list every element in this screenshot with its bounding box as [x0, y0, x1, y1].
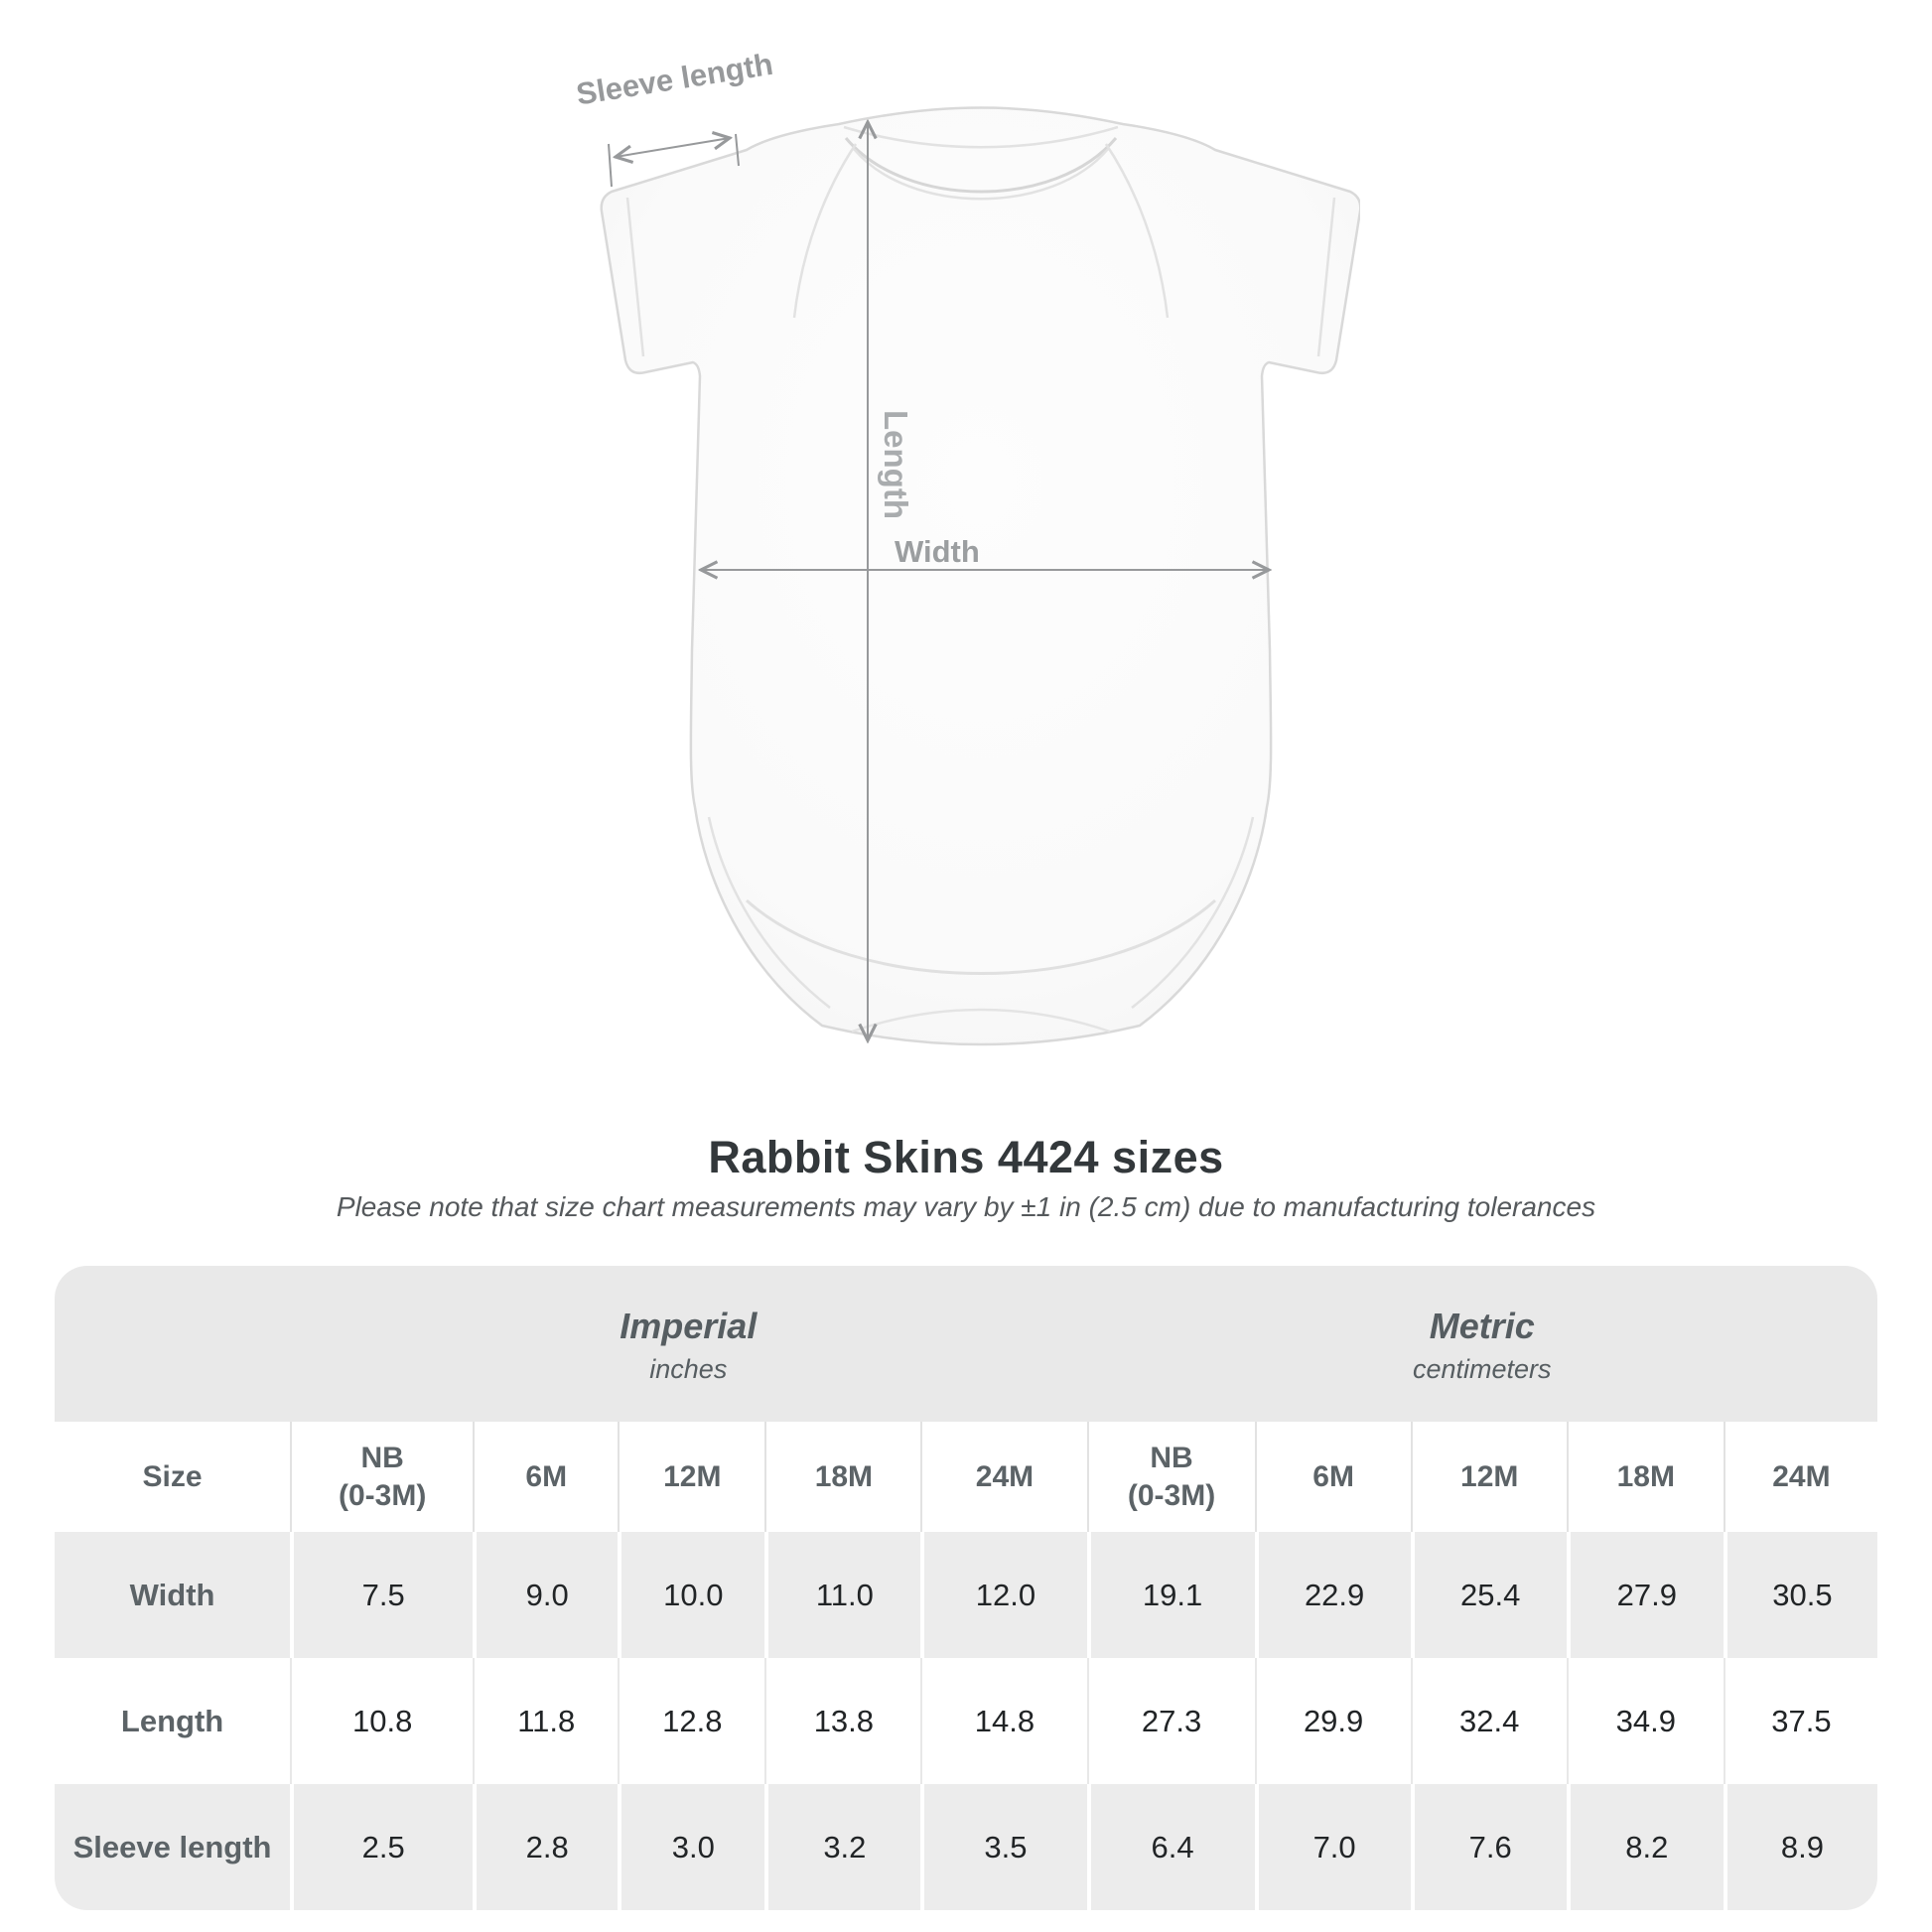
- value-cell: 19.1: [1086, 1532, 1255, 1658]
- width-annotation: Width: [895, 534, 980, 569]
- row-label: Width: [55, 1532, 291, 1658]
- sleeve-tick-right: [735, 133, 740, 167]
- size-column-header: Size: [55, 1422, 291, 1532]
- column-header-row: Size NB (0-3M) 6M 12M 18M 24M NB (0-3M) …: [55, 1422, 1877, 1532]
- imperial-label: Imperial: [620, 1305, 758, 1346]
- onesie-diagram-svg: [600, 106, 1360, 1046]
- metric-unit: centimeters: [1412, 1353, 1552, 1384]
- col-header: 6M: [1254, 1422, 1411, 1532]
- value-cell: 12.8: [618, 1658, 765, 1784]
- value-cell: 8.9: [1723, 1784, 1877, 1910]
- col-header: 24M: [1723, 1422, 1877, 1532]
- value-cell: 11.0: [764, 1532, 921, 1658]
- row-label: Sleeve length: [55, 1784, 291, 1910]
- value-cell: 22.9: [1254, 1532, 1411, 1658]
- value-cell: 13.8: [764, 1658, 921, 1784]
- value-cell: 7.6: [1410, 1784, 1567, 1910]
- unit-band-spacer: [55, 1266, 291, 1422]
- value-cell: 32.4: [1410, 1658, 1567, 1784]
- imperial-band: Imperial inches: [290, 1266, 1087, 1422]
- value-cell: 14.8: [920, 1658, 1087, 1784]
- dimension-arrows: [608, 122, 1269, 1040]
- value-cell: 34.9: [1566, 1658, 1724, 1784]
- value-cell: 2.5: [290, 1784, 474, 1910]
- value-cell: 30.5: [1723, 1532, 1877, 1658]
- value-cell: 2.8: [473, 1784, 619, 1910]
- sleeve-arrow: [616, 138, 730, 157]
- length-annotation: Length: [878, 410, 914, 519]
- row-label: Length: [55, 1658, 291, 1784]
- value-cell: 9.0: [473, 1532, 619, 1658]
- imperial-unit: inches: [649, 1353, 728, 1384]
- col-header: 6M: [473, 1422, 619, 1532]
- value-cell: 8.2: [1566, 1784, 1724, 1910]
- value-cell: 7.5: [290, 1532, 474, 1658]
- value-cell: 3.5: [920, 1784, 1087, 1910]
- size-table: Imperial inches Metric centimeters Size …: [55, 1266, 1877, 1910]
- col-header: 18M: [764, 1422, 921, 1532]
- size-table-container: Imperial inches Metric centimeters Size …: [55, 1266, 1877, 1910]
- value-cell: 10.8: [290, 1658, 474, 1784]
- metric-band: Metric centimeters: [1086, 1266, 1877, 1422]
- col-header: 12M: [618, 1422, 765, 1532]
- table-row-length: Length 10.8 11.8 12.8 13.8 14.8 27.3 29.…: [55, 1658, 1877, 1784]
- value-cell: 29.9: [1254, 1658, 1411, 1784]
- value-cell: 12.0: [920, 1532, 1087, 1658]
- unit-band-row: Imperial inches Metric centimeters: [55, 1266, 1877, 1422]
- col-header: NB (0-3M): [290, 1422, 474, 1532]
- metric-label: Metric: [1429, 1305, 1535, 1346]
- page-title: Rabbit Skins 4424 sizes: [708, 1132, 1224, 1182]
- value-cell: 10.0: [618, 1532, 765, 1658]
- value-cell: 11.8: [473, 1658, 619, 1784]
- col-header: 18M: [1566, 1422, 1724, 1532]
- value-cell: 7.0: [1254, 1784, 1411, 1910]
- col-header: 24M: [920, 1422, 1087, 1532]
- value-cell: 25.4: [1410, 1532, 1567, 1658]
- table-row-width: Width 7.5 9.0 10.0 11.0 12.0 19.1 22.9 2…: [55, 1532, 1877, 1658]
- value-cell: 27.9: [1566, 1532, 1724, 1658]
- sleeve-tick-left: [608, 143, 613, 188]
- value-cell: 3.0: [618, 1784, 765, 1910]
- value-cell: 27.3: [1086, 1658, 1255, 1784]
- tolerance-note: Please note that size chart measurements…: [336, 1191, 1596, 1222]
- table-row-sleeve-length: Sleeve length 2.5 2.8 3.0 3.2 3.5 6.4 7.…: [55, 1784, 1877, 1910]
- value-cell: 3.2: [764, 1784, 921, 1910]
- value-cell: 37.5: [1723, 1658, 1877, 1784]
- col-header: NB (0-3M): [1086, 1422, 1255, 1532]
- col-header: 12M: [1410, 1422, 1567, 1532]
- value-cell: 6.4: [1086, 1784, 1255, 1910]
- onesie-silhouette: [600, 106, 1360, 1046]
